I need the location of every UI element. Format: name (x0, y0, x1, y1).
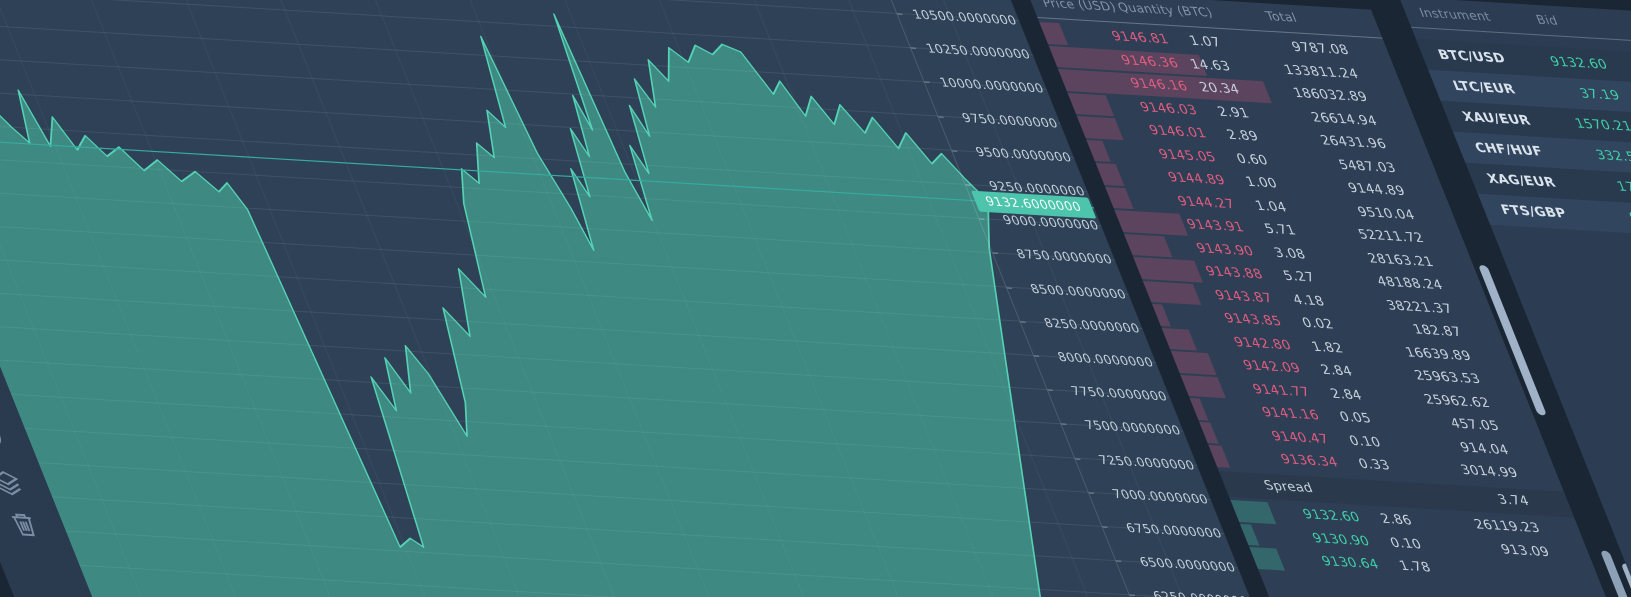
area-series (0, 14, 1086, 597)
bid-quantity: 1.78 (1397, 558, 1434, 576)
circle-tool-button[interactable] (0, 418, 11, 452)
axis-tick (965, 184, 971, 186)
axis-tick (1006, 287, 1013, 289)
trash-icon (11, 513, 35, 537)
chart-toolbar (0, 0, 212, 597)
circle-icon (0, 423, 2, 447)
axis-tick (938, 116, 944, 118)
axis-tick (1088, 492, 1095, 494)
axis-tick (1020, 321, 1026, 323)
total-column-header: Total (1263, 9, 1299, 25)
quantity-column-header: Quantity (BTC) (1115, 0, 1215, 20)
vertical-gridlines (0, 0, 1314, 597)
spread-label: Spread (1262, 478, 1316, 497)
axis-tick (1047, 389, 1054, 391)
axis-tick (910, 47, 917, 49)
axis-tick (924, 81, 930, 84)
price-axis-label: 8750.0000000 (1014, 247, 1115, 267)
price-axis-label: 9500.0000000 (973, 144, 1074, 165)
layers-tool-button[interactable] (0, 465, 30, 499)
axis-tick (1102, 526, 1108, 528)
layers-icon (0, 471, 22, 496)
price-axis-label: 8500.0000000 (1028, 281, 1129, 302)
axis-tick (1061, 423, 1067, 426)
axis-tick (979, 218, 985, 220)
axis-tick (1129, 594, 1136, 597)
bid-value: 95.20 (1627, 209, 1631, 228)
area-chart[interactable] (0, 0, 1382, 597)
price-axis-label: 8000.0000000 (1055, 349, 1156, 370)
price-axis-label: 7500.0000000 (1082, 418, 1184, 438)
price-axis-label: 6250.0000000 (1150, 587, 1252, 597)
axis-tick (1075, 458, 1081, 460)
price-axis-label: 6500.0000000 (1137, 555, 1238, 575)
trash-tool-button[interactable] (2, 507, 47, 541)
axis-tick (1116, 560, 1122, 562)
axis-tick (992, 252, 999, 255)
price-axis-label: 9750.0000000 (959, 110, 1061, 131)
watchlist-row-fts-gbp[interactable]: FTS/GBP 95.20 (1477, 193, 1631, 262)
axis-tick (951, 150, 958, 152)
price-chart[interactable]: 9132.6000000 10500.0000000 10250.0000000 1… (0, 0, 1383, 597)
price-axis-label: 10000.0000000 (937, 75, 1047, 96)
price-axis-label: 7750.0000000 (1069, 384, 1170, 404)
axis-tick (1034, 355, 1040, 357)
horizontal-gridlines (0, 0, 1376, 597)
price-axis-label: 6750.0000000 (1123, 520, 1225, 541)
price-axis-label: 7000.0000000 (1110, 486, 1211, 507)
axis-tick (897, 13, 903, 15)
current-price-line (0, 136, 1095, 209)
price-axis-label: 10500.0000000 (910, 7, 1019, 28)
price-axis-label: 10250.0000000 (924, 41, 1033, 62)
area-edge-line (0, 13, 1087, 597)
price-axis-label: 8250.0000000 (1041, 315, 1143, 336)
price-axis-label: 7250.0000000 (1096, 452, 1197, 473)
